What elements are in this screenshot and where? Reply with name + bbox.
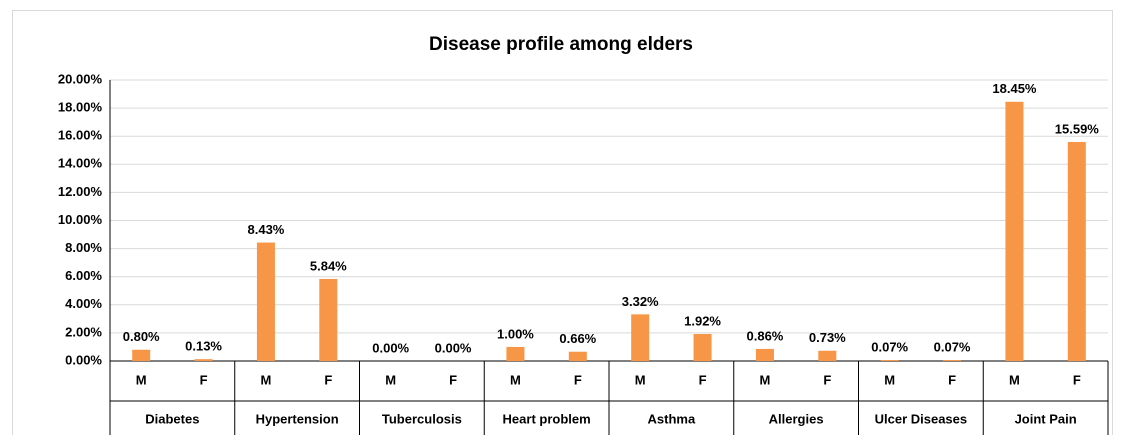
group-label: Ulcer Diseases <box>875 411 968 426</box>
y-tick-label: 18.00% <box>58 100 103 115</box>
bar <box>568 351 587 361</box>
bar <box>880 360 899 361</box>
x-tick-label: F <box>324 372 332 387</box>
data-label: 0.07% <box>871 339 908 354</box>
x-tick-label: M <box>510 372 521 387</box>
data-label: 5.84% <box>310 258 347 273</box>
x-tick-label: M <box>385 372 396 387</box>
y-tick-label: 2.00% <box>65 324 102 339</box>
y-tick-label: 6.00% <box>65 268 102 283</box>
data-label: 18.45% <box>992 81 1037 96</box>
bar <box>631 314 650 361</box>
bar <box>1005 101 1024 361</box>
x-tick-label: F <box>1073 372 1081 387</box>
data-label: 3.32% <box>622 294 659 309</box>
bar <box>693 334 712 361</box>
data-label: 1.00% <box>497 326 534 341</box>
group-label: Asthma <box>648 411 696 426</box>
data-label: 0.80% <box>123 329 160 344</box>
data-label: 0.66% <box>559 331 596 346</box>
x-tick-label: M <box>760 372 771 387</box>
x-tick-label: F <box>574 372 582 387</box>
bar <box>132 349 151 361</box>
bar <box>506 346 525 361</box>
y-tick-label: 20.00% <box>58 71 103 86</box>
bar <box>943 360 962 361</box>
y-tick-label: 0.00% <box>65 352 102 367</box>
x-tick-label: M <box>635 372 646 387</box>
data-label: 0.13% <box>185 339 222 354</box>
x-tick-label: M <box>884 372 895 387</box>
y-tick-label: 12.00% <box>58 184 103 199</box>
bar <box>319 278 338 361</box>
data-label: 0.73% <box>809 330 846 345</box>
x-tick-label: F <box>449 372 457 387</box>
bar <box>818 350 837 361</box>
bar <box>755 348 774 361</box>
y-tick-label: 8.00% <box>65 240 102 255</box>
y-tick-label: 14.00% <box>58 156 103 171</box>
chart-frame <box>12 10 1113 435</box>
x-tick-label: M <box>261 372 272 387</box>
x-tick-label: F <box>200 372 208 387</box>
group-label: Joint Pain <box>1015 411 1077 426</box>
data-label: 1.92% <box>684 313 721 328</box>
y-tick-label: 16.00% <box>58 128 103 143</box>
group-label: Heart problem <box>503 411 591 426</box>
data-label: 0.00% <box>372 340 409 355</box>
group-label: Diabetes <box>145 411 199 426</box>
data-label: 0.00% <box>435 340 472 355</box>
x-tick-label: F <box>948 372 956 387</box>
x-tick-label: M <box>136 372 147 387</box>
data-label: 8.43% <box>248 222 285 237</box>
data-label: 0.07% <box>934 339 971 354</box>
chart-title: Disease profile among elders <box>429 34 693 55</box>
bar <box>194 359 213 361</box>
x-tick-label: F <box>823 372 831 387</box>
bar <box>256 242 275 361</box>
group-label: Tuberculosis <box>382 411 462 426</box>
y-tick-label: 4.00% <box>65 296 102 311</box>
group-label: Hypertension <box>256 411 339 426</box>
x-tick-label: F <box>699 372 707 387</box>
y-tick-label: 10.00% <box>58 212 103 227</box>
bar <box>1067 141 1086 361</box>
data-label: 0.86% <box>747 328 784 343</box>
data-label: 15.59% <box>1055 121 1100 136</box>
x-tick-label: M <box>1009 372 1020 387</box>
group-label: Allergies <box>769 411 824 426</box>
